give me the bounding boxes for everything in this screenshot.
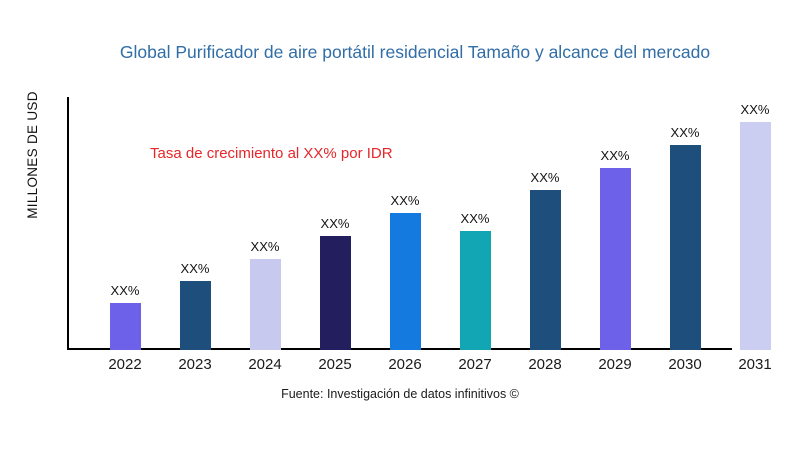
x-tick-label-2030: 2030 bbox=[668, 356, 702, 373]
x-tick-label-2029: 2029 bbox=[598, 356, 632, 373]
bar-value-label-2026: XX% bbox=[390, 193, 420, 208]
bar-value-label-2025: XX% bbox=[320, 216, 350, 231]
x-tick-label-2028: 2028 bbox=[528, 356, 562, 373]
x-tick-label-2026: 2026 bbox=[388, 356, 422, 373]
y-axis-label: MILLONES DE USD bbox=[25, 91, 40, 219]
growth-rate-annotation: Tasa de crecimiento al XX% por IDR bbox=[150, 145, 393, 162]
chart-title: Global Purificador de aire portátil resi… bbox=[119, 42, 711, 62]
bar-2031 bbox=[739, 122, 771, 350]
x-tick-label-2022: 2022 bbox=[108, 356, 142, 373]
bar-value-label-2028: XX% bbox=[530, 170, 560, 185]
bar-value-label-2030: XX% bbox=[670, 125, 700, 140]
bar-2025 bbox=[319, 236, 351, 350]
bar-value-label-2031: XX% bbox=[740, 102, 770, 117]
bar-2028 bbox=[529, 190, 561, 350]
bar-2027 bbox=[459, 231, 491, 350]
x-tick-label-2031: 2031 bbox=[738, 356, 772, 373]
bar-2026 bbox=[389, 213, 421, 350]
x-tick-label-2023: 2023 bbox=[178, 356, 212, 373]
bar-value-label-2027: XX% bbox=[460, 211, 490, 226]
source-attribution: Fuente: Investigación de datos infinitiv… bbox=[281, 387, 519, 401]
bar-2030 bbox=[669, 145, 701, 350]
x-tick-label-2025: 2025 bbox=[318, 356, 352, 373]
x-tick-label-2027: 2027 bbox=[458, 356, 492, 373]
bar-2029 bbox=[599, 168, 631, 350]
bar-value-label-2023: XX% bbox=[180, 261, 210, 276]
bar-2023 bbox=[179, 281, 211, 350]
bar-value-label-2029: XX% bbox=[600, 148, 630, 163]
bar-value-label-2024: XX% bbox=[250, 239, 280, 254]
bar-value-label-2022: XX% bbox=[110, 283, 140, 298]
bar-2022 bbox=[109, 303, 141, 350]
y-axis-spine bbox=[67, 97, 69, 350]
bar-2024 bbox=[249, 259, 281, 350]
x-tick-label-2024: 2024 bbox=[248, 356, 282, 373]
